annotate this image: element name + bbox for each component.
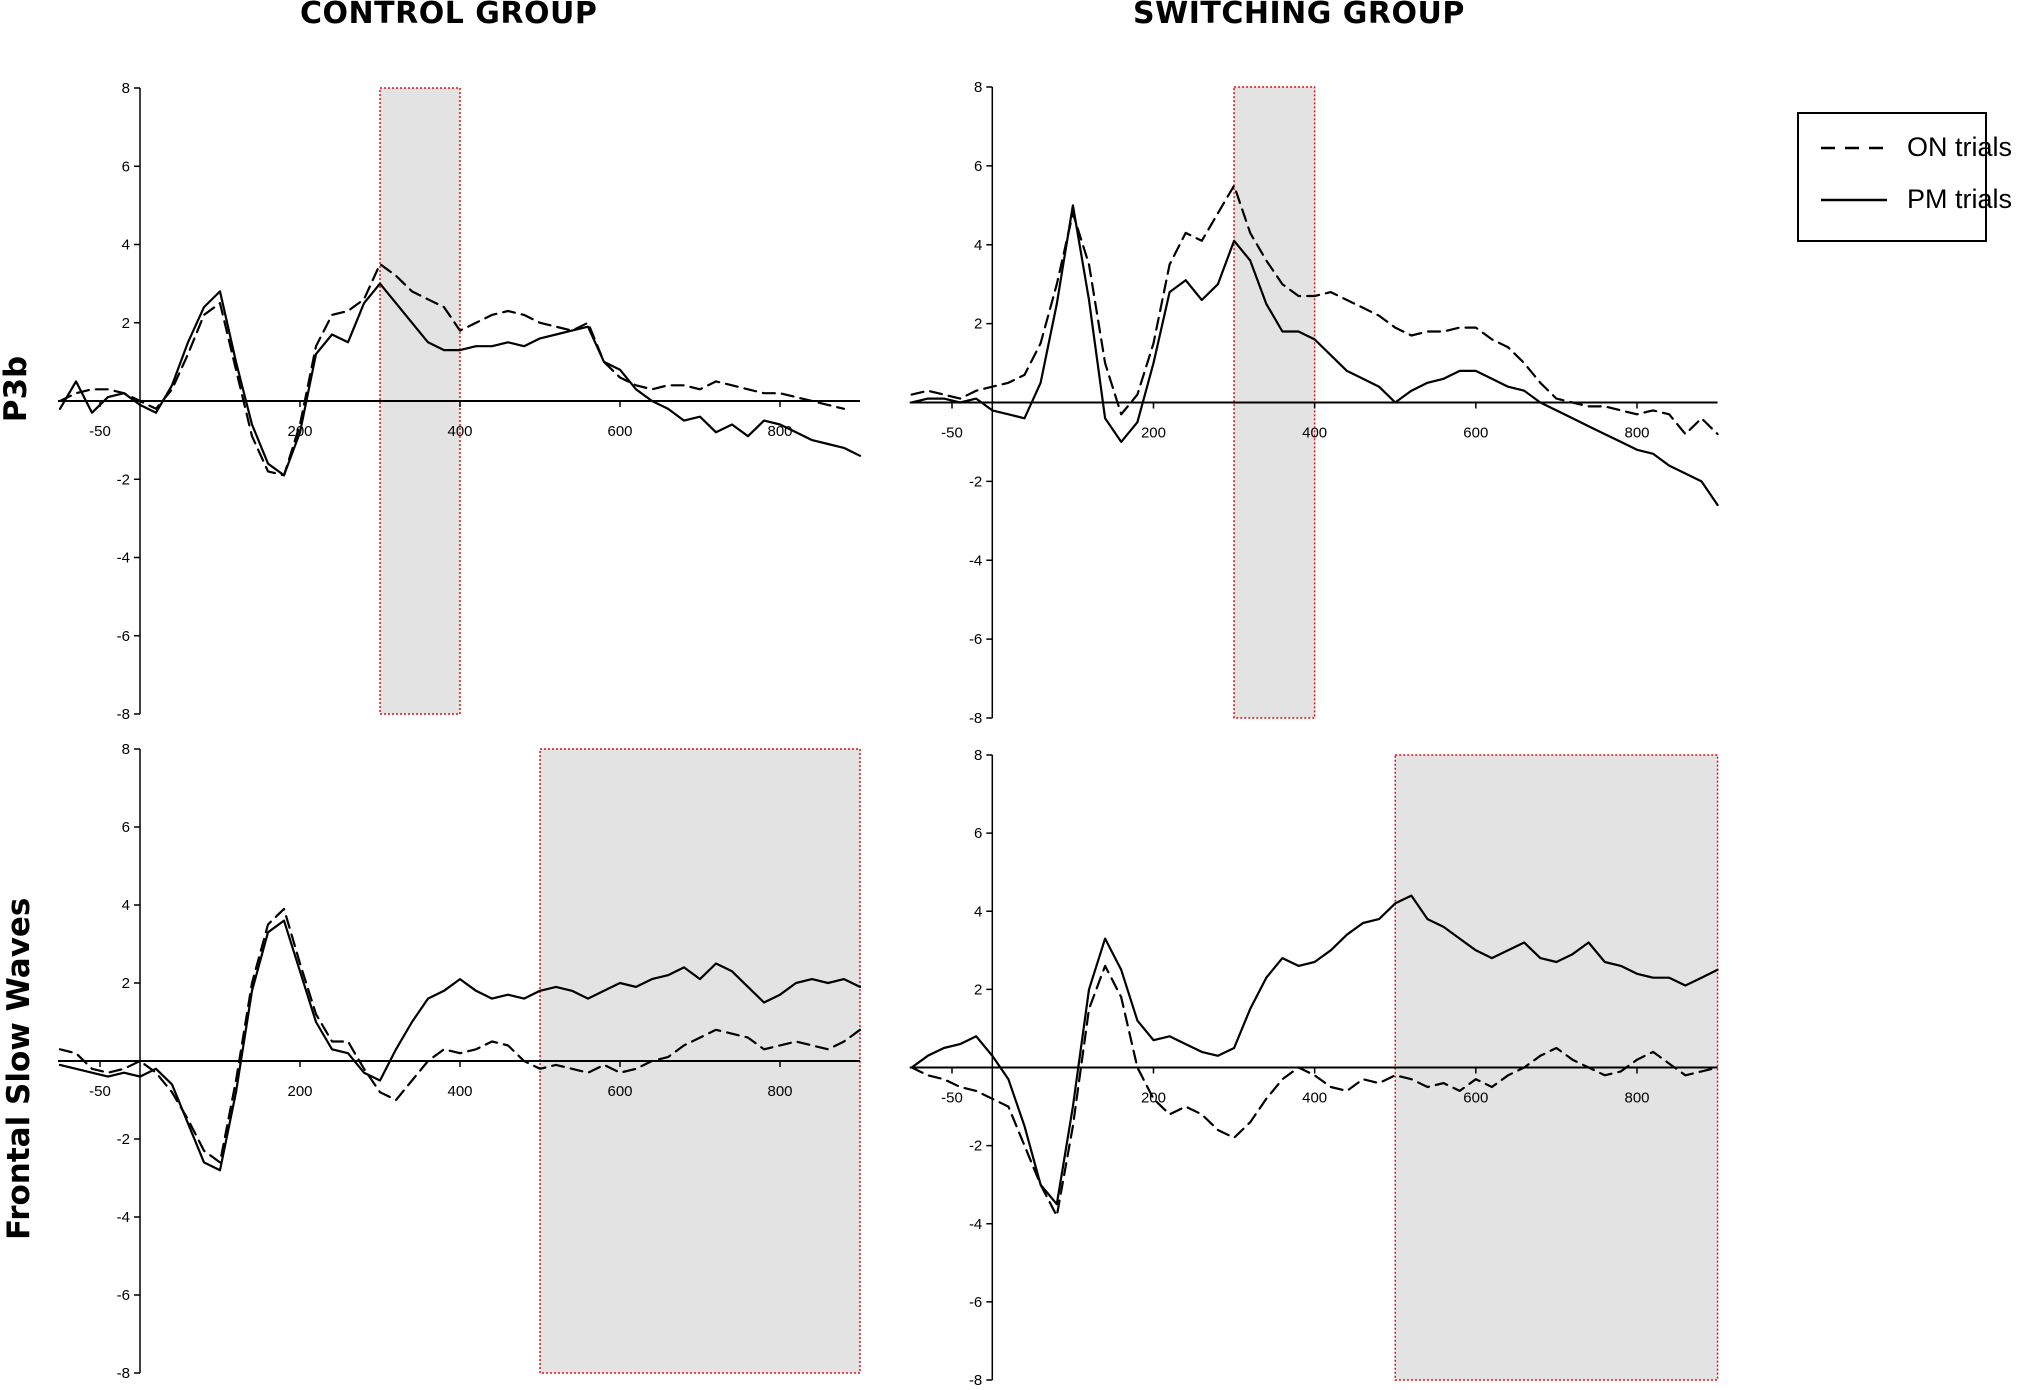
- y-tick-label: 8: [122, 80, 130, 97]
- y-tick-label: -2: [117, 471, 130, 488]
- y-tick-label: 4: [974, 237, 982, 254]
- dashed-line-swatch: [1821, 146, 1887, 150]
- column-title-control: CONTROL GROUP: [300, 0, 598, 31]
- column-title-switching: SWITCHING GROUP: [1133, 0, 1465, 31]
- legend-item-on: ON trials: [1819, 132, 2012, 166]
- x-tick-label: -50: [89, 1083, 111, 1100]
- panel-switching-p3b: 8 6 4 2 -2 -4 -6 -8 -50 200 400 600 800: [909, 79, 1719, 727]
- x-tick-label: -50: [941, 425, 963, 442]
- panel-control-fsw: 8 6 4 2 -2 -4 -6 -8 -50 200 400 600 800: [58, 741, 862, 1382]
- y-tick-label: 8: [974, 747, 982, 764]
- y-tick-label: 6: [974, 825, 982, 842]
- pm-trials-line: [58, 919, 862, 1172]
- y-tick-label: -6: [117, 1287, 130, 1304]
- solid-line-swatch: [1821, 198, 1887, 202]
- x-tick-label: 200: [287, 1083, 312, 1100]
- legend-label-pm: PM trials: [1907, 184, 2013, 214]
- y-tick-label: -6: [117, 628, 130, 645]
- y-tick-label: -2: [969, 473, 982, 490]
- x-tick-label: 400: [447, 423, 472, 440]
- x-tick-label: 800: [767, 1083, 792, 1100]
- x-tick-label: -50: [89, 423, 111, 440]
- y-tick-label: -4: [969, 1216, 982, 1233]
- on-trials-line: [910, 184, 1719, 436]
- x-tick-label: 200: [1141, 425, 1166, 442]
- y-tick-label: 4: [974, 903, 982, 920]
- y-tick-label: -8: [117, 706, 130, 723]
- y-tick-label: 6: [974, 158, 982, 175]
- y-tick-label: 2: [974, 316, 982, 333]
- y-tick-label: 8: [122, 741, 130, 758]
- on-trials-line: [910, 964, 1719, 1218]
- y-tick-label: 2: [974, 981, 982, 998]
- x-tick-label: 200: [1141, 1090, 1166, 1107]
- on-trials-line: [58, 907, 862, 1164]
- y-tick-label: -4: [117, 550, 130, 567]
- y-tick-label: 6: [122, 819, 130, 836]
- x-tick-label: -50: [941, 1090, 963, 1107]
- y-tick-label: 6: [122, 158, 130, 175]
- y-tick-label: 4: [122, 897, 130, 914]
- y-tick-label: -4: [969, 552, 982, 569]
- legend: ON trials PM trials: [1797, 112, 2012, 242]
- y-tick-label: -8: [969, 710, 982, 727]
- legend-item-pm: PM trials: [1819, 184, 2012, 218]
- y-tick-label: 4: [122, 237, 130, 254]
- pm-trials-line: [910, 204, 1719, 507]
- y-tick-label: -6: [969, 631, 982, 648]
- pm-trials-line: [58, 282, 862, 477]
- x-tick-label: 400: [1302, 1090, 1327, 1107]
- y-tick-label: 8: [974, 79, 982, 96]
- y-tick-label: -2: [969, 1138, 982, 1155]
- legend-label-on: ON trials: [1907, 132, 2013, 162]
- x-tick-label: 600: [1463, 1090, 1488, 1107]
- y-tick-label: -8: [969, 1372, 982, 1389]
- x-tick-label: 400: [447, 1083, 472, 1100]
- x-tick-label: 600: [607, 1083, 632, 1100]
- y-tick-label: -4: [117, 1209, 130, 1226]
- x-tick-label: 800: [1624, 1090, 1649, 1107]
- x-tick-label: 600: [607, 423, 632, 440]
- x-tick-label: 400: [1302, 425, 1327, 442]
- pm-trials-line: [910, 894, 1719, 1206]
- panel-switching-fsw: 8 6 4 2 -2 -4 -6 -8 -50 200 400 600 800: [909, 747, 1719, 1389]
- y-tick-label: -8: [117, 1365, 130, 1382]
- x-tick-label: 600: [1463, 425, 1488, 442]
- y-tick-label: -2: [117, 1131, 130, 1148]
- on-trials-line: [58, 263, 846, 477]
- y-tick-label: -6: [969, 1294, 982, 1311]
- y-tick-label: 2: [122, 315, 130, 332]
- x-tick-label: 800: [1624, 425, 1649, 442]
- y-tick-label: 2: [122, 975, 130, 992]
